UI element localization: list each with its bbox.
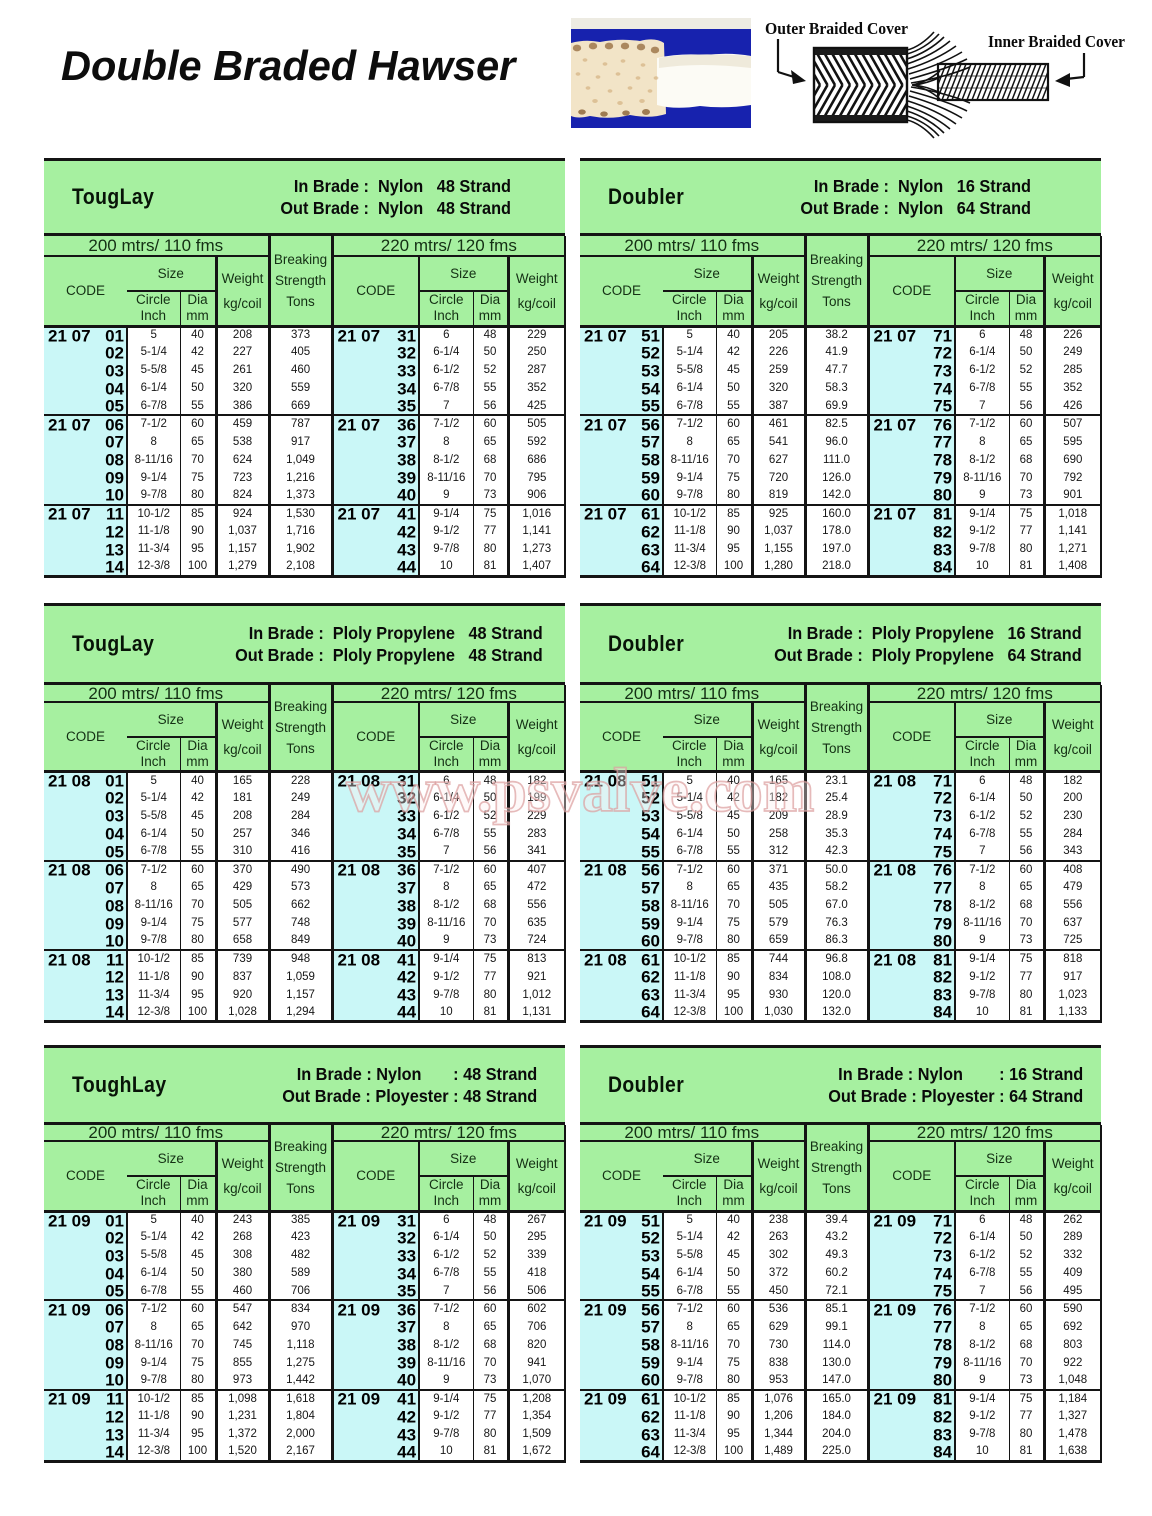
svg-text:Outer Braided Cover: Outer Braided Cover — [765, 19, 908, 38]
svg-text:Inner Braided Cover: Inner Braided Cover — [988, 32, 1125, 51]
